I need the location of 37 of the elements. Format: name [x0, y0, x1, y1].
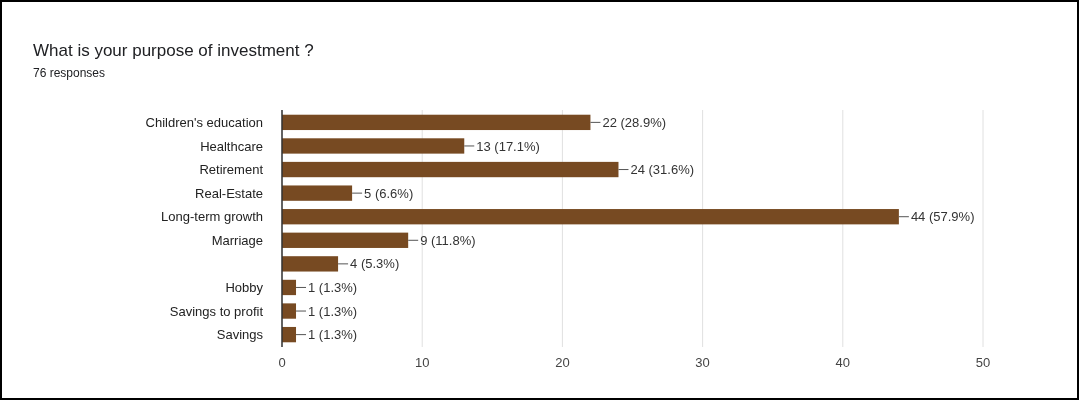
- x-tick-label: 10: [414, 355, 430, 370]
- data-label: 9 (11.8%): [420, 232, 476, 248]
- x-tick-label: 30: [695, 355, 710, 370]
- x-tick-label: 50: [975, 355, 991, 370]
- text: 76 responses: [33, 66, 106, 80]
- data-label: 44 (57.9%): [910, 209, 975, 225]
- y-tick-label: Retirement: [199, 162, 264, 178]
- y-tick-label: Savings: [216, 327, 264, 343]
- y-tick-label: Marriage: [211, 232, 263, 248]
- y-tick-label: Long-term growth: [161, 209, 263, 225]
- bar: [282, 185, 353, 201]
- y-tick-label: Healthcare: [200, 138, 263, 154]
- bar: [282, 138, 465, 154]
- bar: [282, 256, 339, 272]
- bar: [282, 279, 297, 296]
- chart-title: What is your purpose of investment ?: [33, 41, 314, 60]
- bar: [282, 232, 409, 248]
- data-label: 1 (1.3%): [308, 280, 358, 296]
- y-tick-label: Hobby: [225, 280, 264, 296]
- x-tick-label: 20: [555, 355, 570, 370]
- data-label: 1 (1.3%): [308, 303, 358, 319]
- bar: [282, 209, 899, 225]
- bar: [282, 161, 619, 178]
- bar: [282, 326, 297, 343]
- data-label: 1 (1.3%): [308, 327, 358, 343]
- data-label: 5 (6.6%): [364, 185, 414, 201]
- y-tick-label: Savings to profit: [169, 303, 264, 319]
- x-tick-label: 0: [278, 355, 286, 370]
- bar: [282, 114, 591, 131]
- data-label: 4 (5.3%): [350, 256, 400, 272]
- data-label: 13 (17.1%): [476, 138, 540, 154]
- y-tick-label: Children's education: [145, 114, 263, 130]
- x-tick-label: 40: [835, 355, 851, 370]
- data-label: 24 (31.6%): [630, 162, 695, 178]
- data-label: 22 (28.9%): [602, 114, 667, 130]
- y-tick-label: Real-Estate: [195, 185, 263, 201]
- bar: [282, 303, 297, 319]
